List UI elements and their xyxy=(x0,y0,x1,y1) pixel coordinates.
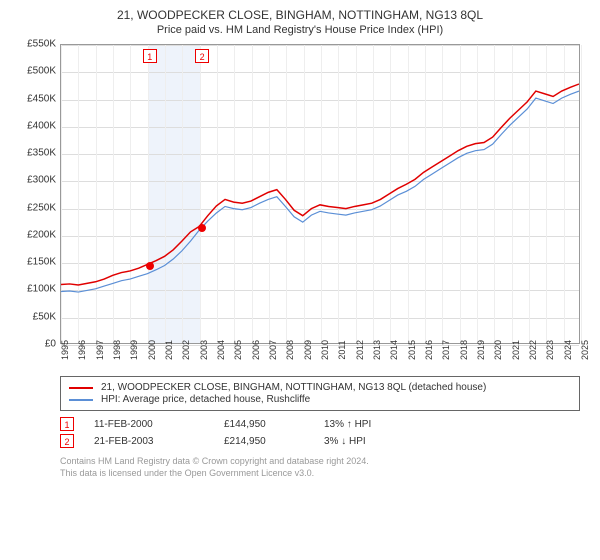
plot-region: 12 xyxy=(60,44,580,344)
transaction-row-marker: 1 xyxy=(60,417,74,431)
x-tick-label: 2008 xyxy=(285,340,295,360)
x-tick-label: 2010 xyxy=(320,340,330,360)
gridline-v xyxy=(581,45,582,343)
transaction-date: 21-FEB-2003 xyxy=(94,436,204,447)
transaction-hpi: 3% ↓ HPI xyxy=(324,436,414,447)
x-tick-label: 2006 xyxy=(251,340,261,360)
x-tick-label: 2005 xyxy=(233,340,243,360)
legend-swatch xyxy=(69,399,93,401)
x-tick-label: 2001 xyxy=(164,340,174,360)
x-tick-label: 2004 xyxy=(216,340,226,360)
x-tick-label: 2022 xyxy=(528,340,538,360)
x-tick-label: 2013 xyxy=(372,340,382,360)
legend-swatch xyxy=(69,387,93,389)
x-tick-label: 2024 xyxy=(563,340,573,360)
y-tick-label: £250K xyxy=(27,202,56,213)
y-axis: £0£50K£100K£150K£200K£250K£300K£350K£400… xyxy=(12,44,58,344)
transaction-price: £214,950 xyxy=(224,436,304,447)
y-tick-label: £400K xyxy=(27,120,56,131)
x-tick-label: 2018 xyxy=(459,340,469,360)
x-tick-label: 1997 xyxy=(95,340,105,360)
legend: 21, WOODPECKER CLOSE, BINGHAM, NOTTINGHA… xyxy=(60,376,580,411)
y-tick-label: £450K xyxy=(27,93,56,104)
x-tick-label: 2000 xyxy=(147,340,157,360)
series-line-0 xyxy=(61,84,579,285)
legend-label: HPI: Average price, detached house, Rush… xyxy=(101,394,310,405)
y-tick-label: £500K xyxy=(27,66,56,77)
x-tick-label: 2012 xyxy=(355,340,365,360)
x-tick-label: 2021 xyxy=(511,340,521,360)
y-tick-label: £350K xyxy=(27,148,56,159)
transaction-table: 1 11-FEB-2000 £144,950 13% ↑ HPI 2 21-FEB-200… xyxy=(60,417,580,448)
x-tick-label: 2020 xyxy=(493,340,503,360)
transaction-marker-1: 1 xyxy=(143,49,157,63)
series-line-1 xyxy=(61,91,579,292)
legend-item-0: 21, WOODPECKER CLOSE, BINGHAM, NOTTINGHA… xyxy=(69,382,571,393)
x-axis: 1995199619971998199920002001200220032004… xyxy=(60,346,580,374)
x-tick-label: 1996 xyxy=(77,340,87,360)
chart-area: £0 £50K £100K £150K £200K £250K £300K £350K £400… xyxy=(12,44,588,374)
transaction-price: £144,950 xyxy=(224,419,304,430)
transaction-marker-2: 2 xyxy=(195,49,209,63)
transaction-dot-2 xyxy=(198,224,206,232)
legend-item-1: HPI: Average price, detached house, Rush… xyxy=(69,394,571,405)
y-tick-label: £100K xyxy=(27,284,56,295)
x-tick-label: 1998 xyxy=(112,340,122,360)
y-tick-label: £0 xyxy=(45,339,56,350)
transaction-dot-1 xyxy=(146,262,154,270)
transaction-row-marker: 2 xyxy=(60,434,74,448)
x-tick-label: 2025 xyxy=(580,340,590,360)
x-tick-label: 2019 xyxy=(476,340,486,360)
x-tick-label: 2002 xyxy=(181,340,191,360)
footer-line-2: This data is licensed under the Open Gov… xyxy=(60,468,588,480)
x-tick-label: 2011 xyxy=(337,340,347,359)
y-tick-label: £550K xyxy=(27,39,56,50)
chart-title: 21, WOODPECKER CLOSE, BINGHAM, NOTTINGHA… xyxy=(12,8,588,22)
transaction-row-1: 1 11-FEB-2000 £144,950 13% ↑ HPI xyxy=(60,417,580,431)
line-layer xyxy=(61,45,579,343)
footer-attribution: Contains HM Land Registry data © Crown c… xyxy=(60,456,588,479)
x-tick-label: 2016 xyxy=(424,340,434,360)
y-tick-label: £150K xyxy=(27,257,56,268)
x-tick-label: 2017 xyxy=(441,340,451,360)
transaction-hpi: 13% ↑ HPI xyxy=(324,419,414,430)
x-tick-label: 2015 xyxy=(407,340,417,360)
footer-line-1: Contains HM Land Registry data © Crown c… xyxy=(60,456,588,468)
x-tick-label: 1999 xyxy=(129,340,139,360)
x-tick-label: 1995 xyxy=(60,340,70,360)
x-tick-label: 2007 xyxy=(268,340,278,360)
x-tick-label: 2003 xyxy=(199,340,209,360)
x-tick-label: 2014 xyxy=(389,340,399,360)
transaction-date: 11-FEB-2000 xyxy=(94,419,204,430)
x-tick-label: 2009 xyxy=(303,340,313,360)
x-tick-label: 2023 xyxy=(545,340,555,360)
y-tick-label: £300K xyxy=(27,175,56,186)
y-tick-label: £50K xyxy=(33,311,56,322)
transaction-row-2: 2 21-FEB-2003 £214,950 3% ↓ HPI xyxy=(60,434,580,448)
chart-subtitle: Price paid vs. HM Land Registry's House … xyxy=(12,24,588,36)
legend-label: 21, WOODPECKER CLOSE, BINGHAM, NOTTINGHA… xyxy=(101,382,486,393)
y-tick-label: £200K xyxy=(27,229,56,240)
